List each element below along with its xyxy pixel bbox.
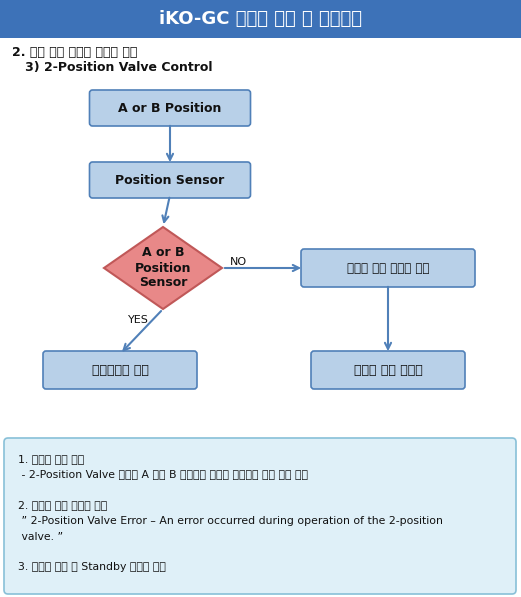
FancyBboxPatch shape [43, 351, 197, 389]
Text: 스케줄대로 동작: 스케줄대로 동작 [92, 364, 148, 377]
FancyBboxPatch shape [301, 249, 475, 287]
Text: ” 2-Position Valve Error – An error occurred during operation of the 2-position: ” 2-Position Valve Error – An error occu… [18, 516, 443, 526]
Text: - 2-Position Valve 제어시 A 또는 B 포지션의 센서가 반응하지 않을 경우 알림: - 2-Position Valve 제어시 A 또는 B 포지션의 센서가 반… [18, 469, 308, 479]
Text: 3) 2-Position Valve Control: 3) 2-Position Valve Control [12, 60, 213, 73]
Text: valve. ”: valve. ” [18, 531, 63, 541]
FancyBboxPatch shape [90, 90, 251, 126]
Text: Position Sensor: Position Sensor [115, 174, 225, 186]
Text: 3. 스케줄 중단 후 Standby 스케줄 실행: 3. 스케줄 중단 후 Standby 스케줄 실행 [18, 562, 166, 573]
FancyBboxPatch shape [90, 162, 251, 198]
Text: 2. 서비스 알림 메시지 표시: 2. 서비스 알림 메시지 표시 [18, 500, 107, 510]
Text: 1. 서비스 알림 조건: 1. 서비스 알림 조건 [18, 454, 84, 464]
FancyBboxPatch shape [0, 0, 521, 38]
Text: A or B Position: A or B Position [118, 101, 222, 115]
Text: YES: YES [128, 315, 148, 325]
Text: iKO-GC 이벤트 알림 및 보호모드: iKO-GC 이벤트 알림 및 보호모드 [159, 10, 362, 28]
Text: 스케줄 중단 초기화: 스케줄 중단 초기화 [354, 364, 423, 377]
Text: A or B
Position
Sensor: A or B Position Sensor [135, 247, 191, 290]
Text: NO: NO [230, 257, 247, 267]
FancyBboxPatch shape [4, 438, 516, 594]
Text: 서비스 알림 메시지 표시: 서비스 알림 메시지 표시 [347, 261, 429, 275]
Polygon shape [104, 227, 222, 309]
FancyBboxPatch shape [311, 351, 465, 389]
Text: 2. 특수 제어 항목의 서비스 알림: 2. 특수 제어 항목의 서비스 알림 [12, 45, 138, 59]
